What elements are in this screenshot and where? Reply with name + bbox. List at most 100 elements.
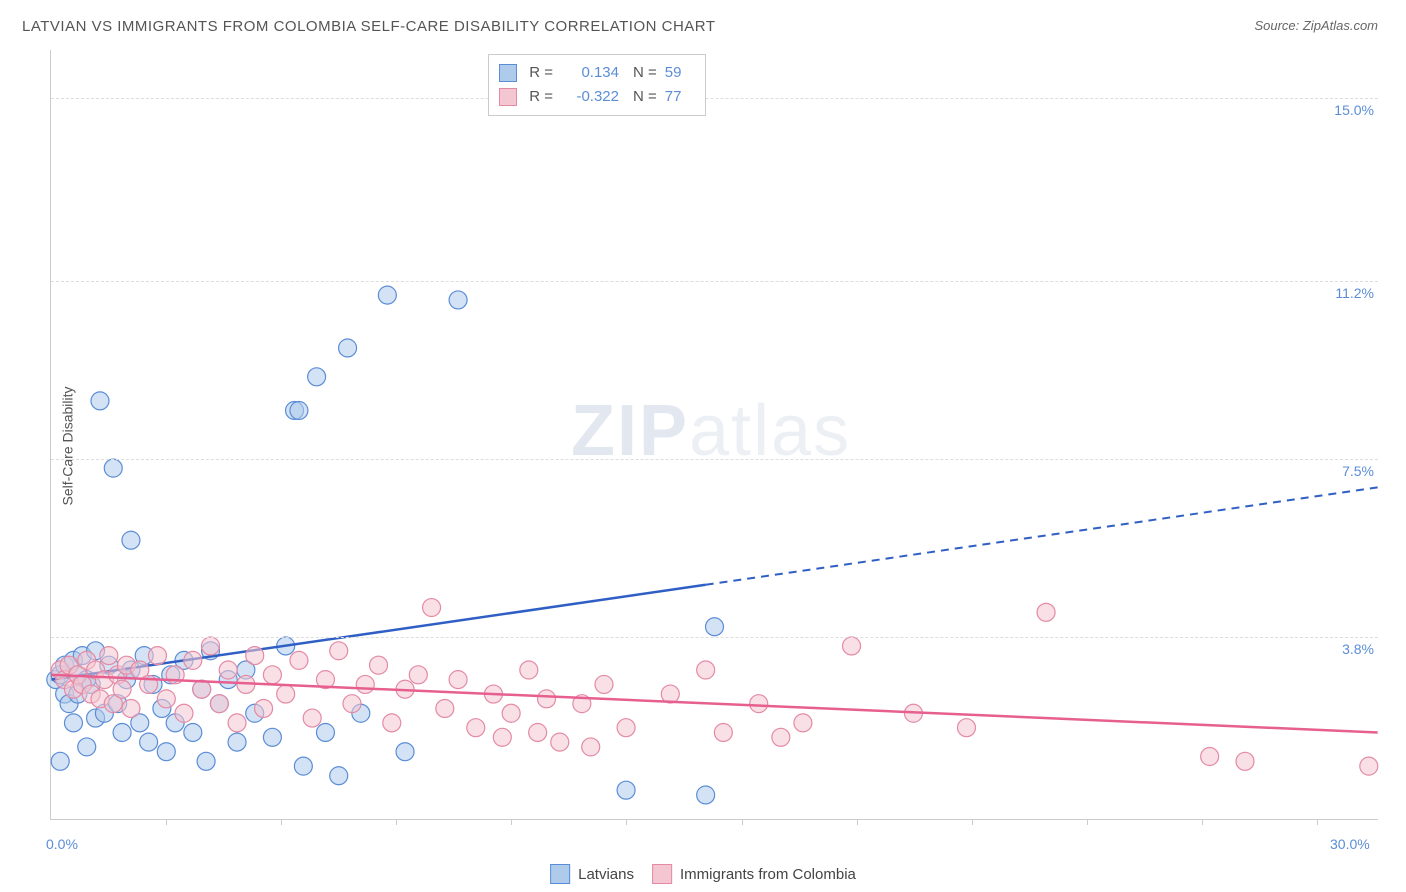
scatter-point [277,685,295,703]
series-legend: Latvians Immigrants from Colombia [550,864,856,884]
scatter-point [772,728,790,746]
scatter-point [122,699,140,717]
scatter-point [184,723,202,741]
scatter-point [370,656,388,674]
series-item-1: Immigrants from Colombia [652,864,856,884]
scatter-point [493,728,511,746]
scatter-point [122,531,140,549]
scatter-point [697,661,715,679]
scatter-point [157,743,175,761]
stats-r-label: R = [529,61,553,85]
x-tick [626,819,627,825]
scatter-point [1360,757,1378,775]
scatter-point [958,719,976,737]
scatter-point [64,714,82,732]
chart-title: LATVIAN VS IMMIGRANTS FROM COLOMBIA SELF… [22,18,716,35]
series-label-0: Latvians [578,866,634,883]
scatter-point [175,704,193,722]
x-tick [511,819,512,825]
scatter-point [378,286,396,304]
scatter-point [449,291,467,309]
scatter-point [339,339,357,357]
x-tick [1202,819,1203,825]
stats-r-label: R = [529,85,553,109]
scatter-point [316,723,334,741]
regression-line-solid [51,675,1377,733]
scatter-point [423,599,441,617]
scatter-point [750,695,768,713]
scatter-point [308,368,326,386]
stats-row-0: R = 0.134 N = 59 [499,61,695,85]
y-tick-label: 7.5% [1342,463,1374,479]
scatter-point [538,690,556,708]
plot-svg [51,50,1378,819]
scatter-point [449,671,467,689]
scatter-point [697,786,715,804]
y-tick-label: 15.0% [1334,102,1374,118]
scatter-point [193,680,211,698]
scatter-point [78,738,96,756]
x-tick [1087,819,1088,825]
stats-row-1: R = -0.322 N = 77 [499,85,695,109]
scatter-point [582,738,600,756]
x-tick [742,819,743,825]
scatter-point [595,675,613,693]
scatter-point [263,728,281,746]
scatter-point [219,661,237,679]
stats-legend: R = 0.134 N = 59 R = -0.322 N = 77 [488,54,706,116]
grid-line [51,459,1378,460]
scatter-point [91,392,109,410]
stats-n-label: N = [633,85,657,109]
scatter-point [290,401,308,419]
scatter-point [263,666,281,684]
scatter-point [246,647,264,665]
scatter-point [617,781,635,799]
x-max-label: 30.0% [1330,836,1370,852]
scatter-point [228,733,246,751]
scatter-point [157,690,175,708]
scatter-point [210,695,228,713]
y-tick-label: 3.8% [1342,641,1374,657]
scatter-point [113,723,131,741]
x-tick [1317,819,1318,825]
scatter-point [502,704,520,722]
x-tick [396,819,397,825]
stats-n-label: N = [633,61,657,85]
stats-n-val-0: 59 [665,61,695,85]
scatter-point [356,675,374,693]
scatter-point [51,752,69,770]
scatter-point [113,680,131,698]
x-tick [281,819,282,825]
scatter-point [706,618,724,636]
stats-swatch-0 [499,64,517,82]
scatter-point [140,733,158,751]
scatter-point [436,699,454,717]
stats-swatch-1 [499,88,517,106]
scatter-point [409,666,427,684]
x-tick [972,819,973,825]
scatter-point [343,695,361,713]
scatter-point [843,637,861,655]
scatter-point [303,709,321,727]
x-tick [166,819,167,825]
x-origin-label: 0.0% [46,836,78,852]
series-item-0: Latvians [550,864,634,884]
scatter-point [1201,748,1219,766]
x-tick [857,819,858,825]
scatter-point [255,699,273,717]
scatter-point [228,714,246,732]
grid-line [51,637,1378,638]
scatter-point [1236,752,1254,770]
regression-line-dashed [706,487,1378,584]
grid-line [51,281,1378,282]
scatter-point [104,459,122,477]
scatter-point [551,733,569,751]
series-swatch-0 [550,864,570,884]
scatter-point [148,647,166,665]
scatter-point [617,719,635,737]
scatter-point [520,661,538,679]
scatter-point [467,719,485,737]
scatter-point [529,723,547,741]
series-swatch-1 [652,864,672,884]
stats-r-val-0: 0.134 [561,61,619,85]
